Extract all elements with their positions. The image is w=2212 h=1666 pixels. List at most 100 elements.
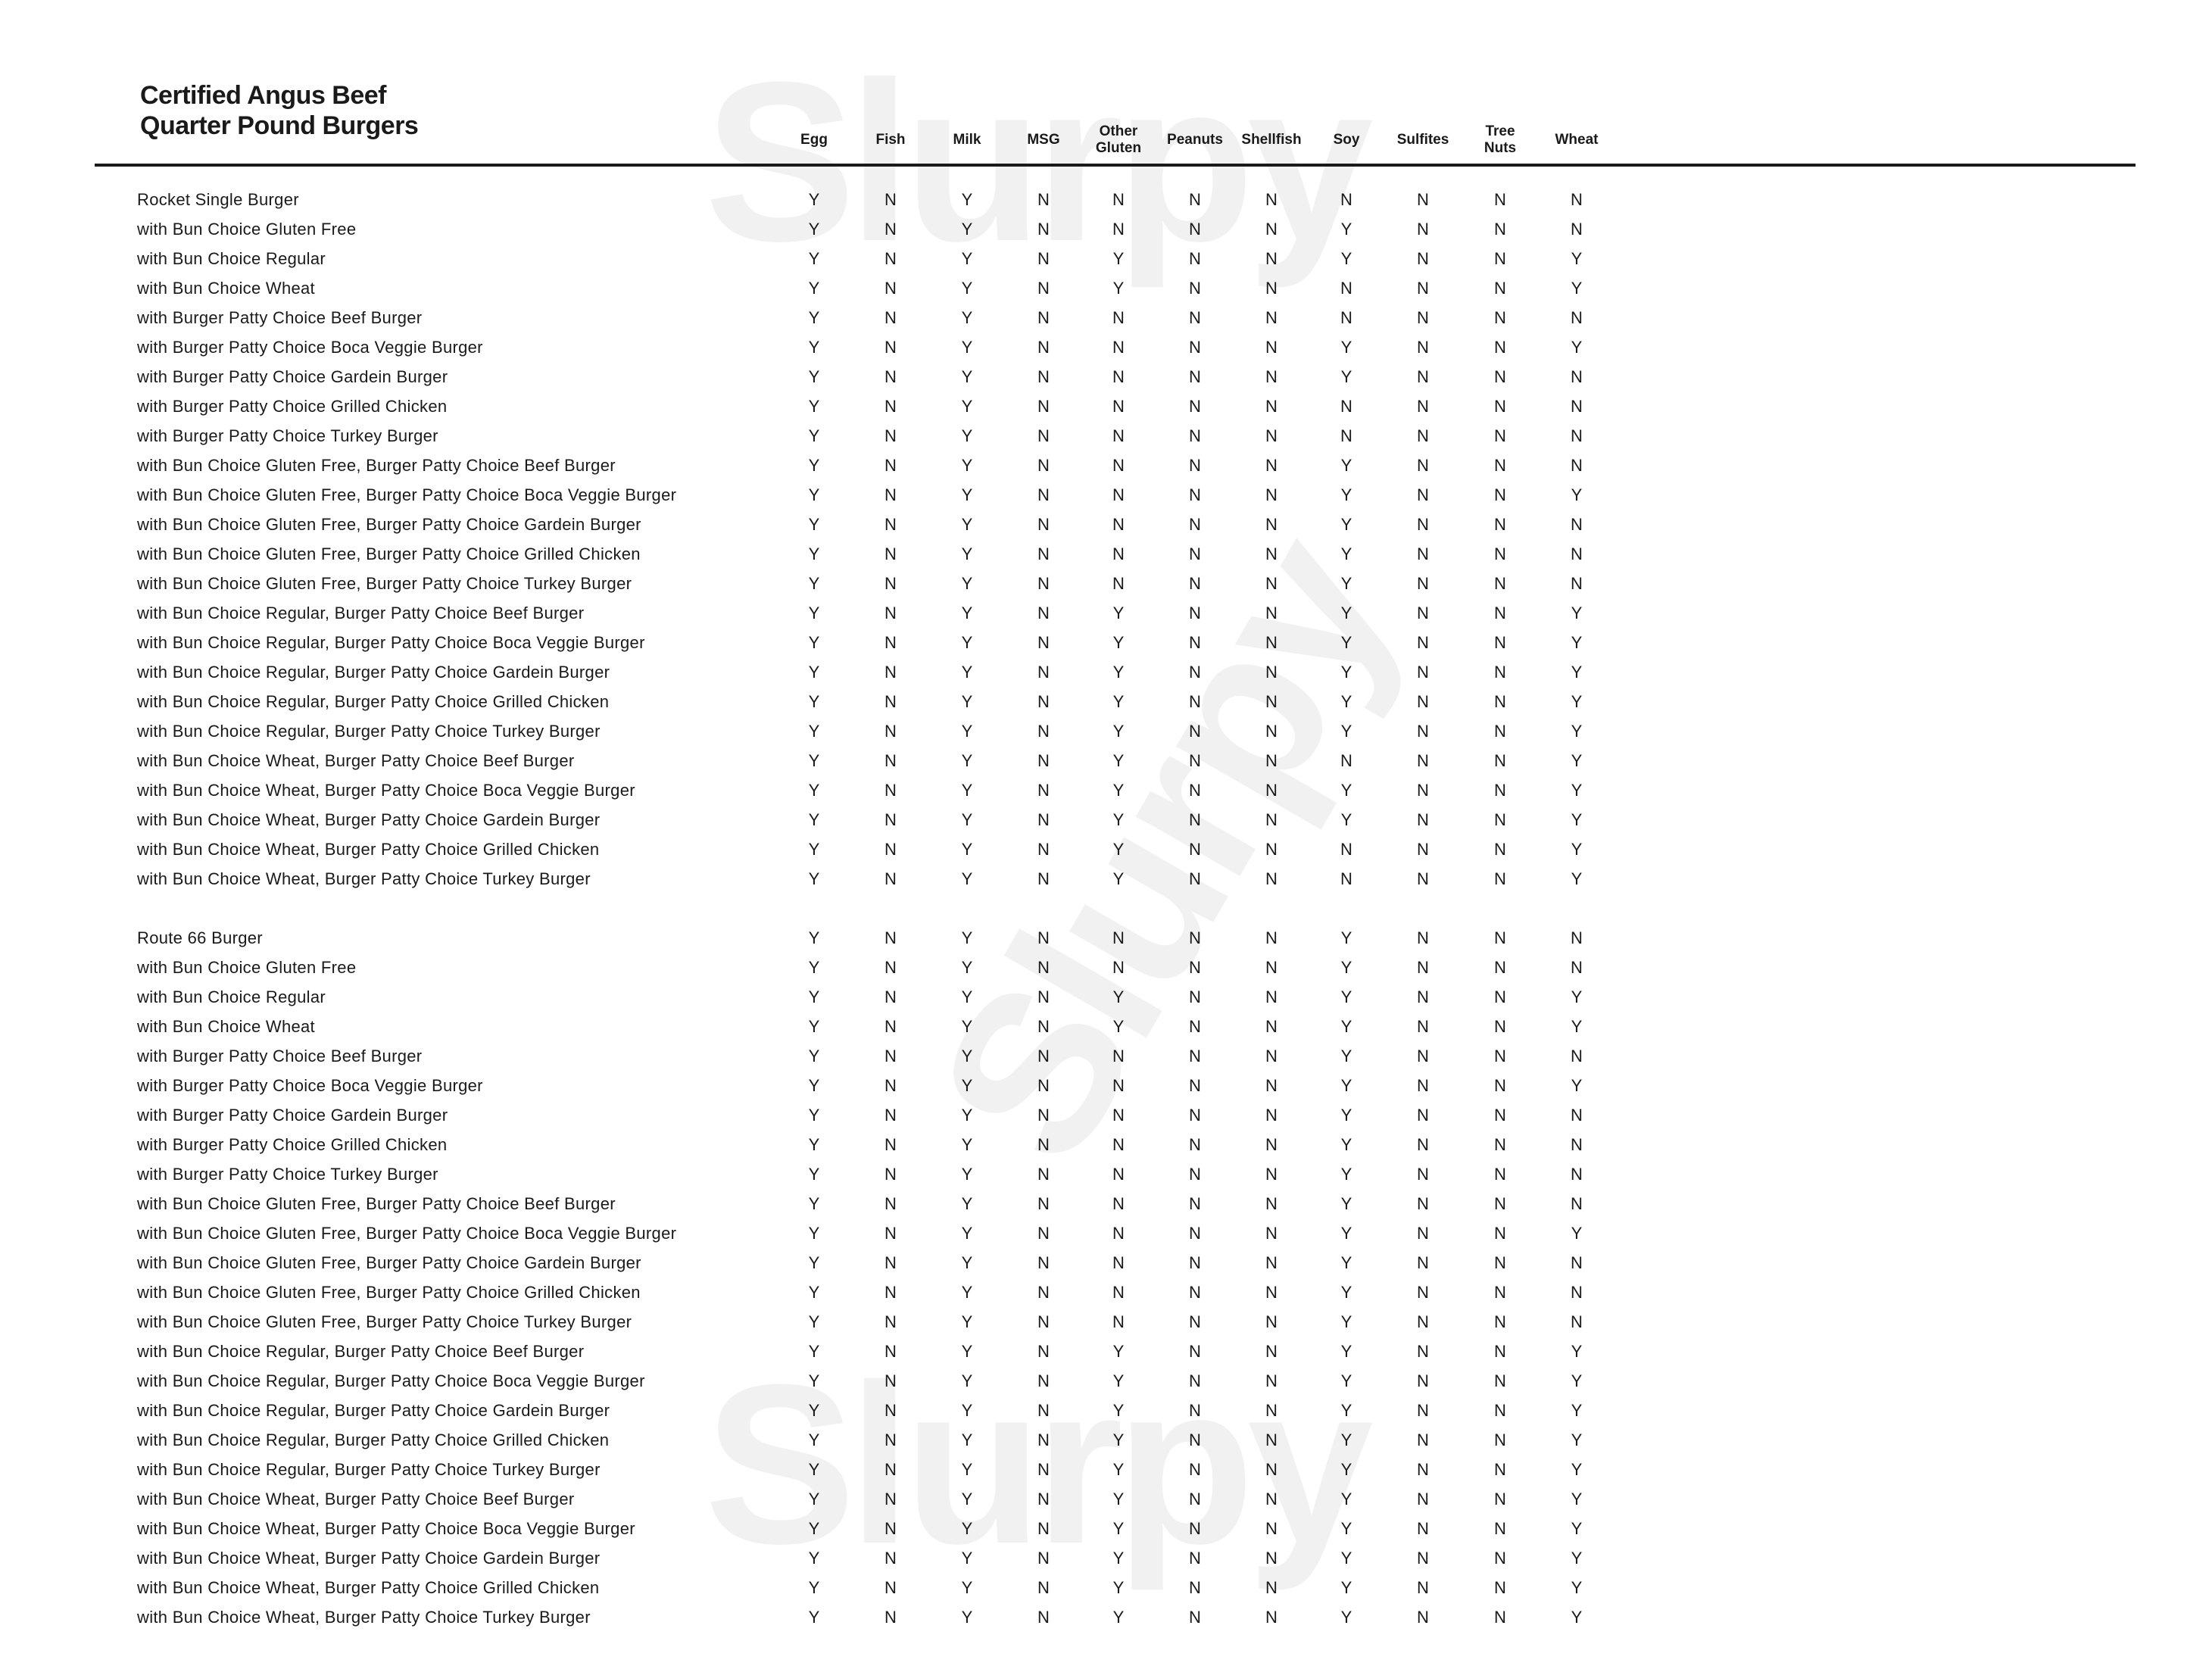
allergen-cell: N bbox=[1037, 456, 1050, 475]
allergen-cell: N bbox=[1037, 1578, 1050, 1597]
item-name: with Burger Patty Choice Turkey Burger bbox=[137, 1165, 438, 1184]
item-name: with Bun Choice Gluten Free, Burger Patt… bbox=[137, 544, 641, 563]
allergen-cell: N bbox=[1037, 1490, 1050, 1508]
allergen-cell: N bbox=[1037, 1371, 1050, 1390]
allergen-cell: N bbox=[1189, 397, 1201, 416]
item-name: with Bun Choice Gluten Free, Burger Patt… bbox=[137, 1224, 677, 1243]
allergen-cell: N bbox=[1189, 869, 1201, 888]
allergen-cell: Y bbox=[808, 1017, 820, 1036]
allergen-cell: N bbox=[1189, 1549, 1201, 1568]
table-row: with Burger Patty Choice Boca Veggie Bur… bbox=[0, 332, 2212, 362]
allergen-cell: N bbox=[1571, 190, 1583, 209]
allergen-cell: N bbox=[1189, 279, 1201, 298]
allergen-cell: Y bbox=[808, 928, 820, 947]
allergen-cell: N bbox=[1265, 987, 1278, 1006]
allergen-cell: N bbox=[1265, 869, 1278, 888]
allergen-cell: N bbox=[1112, 958, 1125, 977]
table-row: with Burger Patty Choice Boca Veggie Bur… bbox=[0, 1071, 2212, 1100]
allergen-cell: N bbox=[1417, 1224, 1429, 1243]
allergen-cell: Y bbox=[1340, 722, 1352, 741]
allergen-cell: N bbox=[1494, 1253, 1506, 1272]
page-title: Certified Angus Beef Quarter Pound Burge… bbox=[140, 80, 419, 141]
table-row: with Bun Choice Regular, Burger Patty Ch… bbox=[0, 1366, 2212, 1396]
allergen-cell: N bbox=[1417, 426, 1429, 445]
allergen-cell: Y bbox=[808, 1194, 820, 1213]
allergen-cell: N bbox=[1037, 544, 1050, 563]
allergen-cell: N bbox=[1417, 1608, 1429, 1627]
allergen-cell: Y bbox=[808, 426, 820, 445]
allergen-cell: N bbox=[1494, 1047, 1506, 1065]
allergen-cell: Y bbox=[1571, 1460, 1583, 1479]
allergen-cell: N bbox=[1037, 1194, 1050, 1213]
allergen-cell: N bbox=[884, 840, 897, 859]
allergen-cell: Y bbox=[1112, 781, 1125, 800]
allergen-cell: N bbox=[1494, 958, 1506, 977]
allergen-cell: N bbox=[1189, 1135, 1201, 1154]
allergen-cell: N bbox=[1265, 367, 1278, 386]
table-row: with Bun Choice Wheat, Burger Patty Choi… bbox=[0, 1602, 2212, 1632]
allergen-cell: N bbox=[1494, 456, 1506, 475]
allergen-cell: N bbox=[884, 1047, 897, 1065]
table-row: with Bun Choice Gluten Free, Burger Patt… bbox=[0, 1189, 2212, 1218]
table-row: with Bun Choice Gluten Free, Burger Patt… bbox=[0, 1248, 2212, 1278]
allergen-cell: Y bbox=[808, 1165, 820, 1184]
table-row: with Bun Choice Regular, Burger Patty Ch… bbox=[0, 1396, 2212, 1425]
allergen-cell: N bbox=[1265, 1047, 1278, 1065]
allergen-cell: N bbox=[1494, 722, 1506, 741]
allergen-cell: N bbox=[1037, 663, 1050, 682]
allergen-cell: N bbox=[1417, 544, 1429, 563]
allergen-cell: Y bbox=[1340, 1194, 1352, 1213]
allergen-cell: N bbox=[1037, 1283, 1050, 1302]
allergen-cell: N bbox=[1417, 1106, 1429, 1125]
allergen-cell: Y bbox=[808, 397, 820, 416]
allergen-cell: N bbox=[1417, 574, 1429, 593]
allergen-cell: Y bbox=[1571, 1549, 1583, 1568]
item-name: with Bun Choice Gluten Free, Burger Patt… bbox=[137, 1312, 632, 1331]
allergen-cell: Y bbox=[1571, 1578, 1583, 1597]
table-row: Rocket Single Burger Y N Y N N N N N N N N bbox=[0, 185, 2212, 214]
allergen-cell: Y bbox=[961, 338, 973, 357]
allergen-cell: N bbox=[1265, 1490, 1278, 1508]
allergen-cell: N bbox=[1417, 338, 1429, 357]
allergen-cell: N bbox=[884, 1608, 897, 1627]
allergen-cell: N bbox=[1037, 1342, 1050, 1361]
table-row: with Bun Choice Regular, Burger Patty Ch… bbox=[0, 657, 2212, 687]
allergen-cell: N bbox=[1494, 515, 1506, 534]
allergen-cell: N bbox=[1189, 1194, 1201, 1213]
allergen-cell: N bbox=[1417, 456, 1429, 475]
allergen-cell: N bbox=[884, 958, 897, 977]
allergen-cell: Y bbox=[1112, 751, 1125, 770]
allergen-cell: Y bbox=[961, 781, 973, 800]
allergen-cell: N bbox=[1189, 426, 1201, 445]
allergen-cell: N bbox=[1417, 1549, 1429, 1568]
allergen-cell: Y bbox=[1112, 869, 1125, 888]
table-row: with Bun Choice Wheat, Burger Patty Choi… bbox=[0, 1484, 2212, 1514]
allergen-cell: N bbox=[1417, 1430, 1429, 1449]
allergen-cell: N bbox=[1265, 663, 1278, 682]
allergen-cell: N bbox=[1494, 485, 1506, 504]
allergen-cell: Y bbox=[1571, 1224, 1583, 1243]
allergen-cell: Y bbox=[961, 1549, 973, 1568]
allergen-cell: N bbox=[1037, 781, 1050, 800]
allergen-cell: N bbox=[1265, 190, 1278, 209]
item-name: with Burger Patty Choice Gardein Burger bbox=[137, 1106, 448, 1125]
table-row: with Bun Choice Regular, Burger Patty Ch… bbox=[0, 716, 2212, 746]
allergen-cell: N bbox=[1265, 1253, 1278, 1272]
allergen-cell: N bbox=[1037, 958, 1050, 977]
allergen-cell: N bbox=[1494, 1106, 1506, 1125]
allergen-cell: N bbox=[1112, 544, 1125, 563]
allergen-cell: N bbox=[1112, 928, 1125, 947]
allergen-cell: N bbox=[1189, 663, 1201, 682]
allergen-cell: N bbox=[884, 515, 897, 534]
allergen-cell: N bbox=[1037, 1017, 1050, 1036]
allergen-cell: Y bbox=[1571, 751, 1583, 770]
allergen-cell: N bbox=[1340, 751, 1352, 770]
allergen-cell: N bbox=[884, 544, 897, 563]
item-name: with Bun Choice Gluten Free, Burger Patt… bbox=[137, 485, 677, 504]
allergen-cell: N bbox=[1189, 1312, 1201, 1331]
allergen-cell: Y bbox=[961, 1224, 973, 1243]
allergen-cell: Y bbox=[961, 958, 973, 977]
item-name: with Burger Patty Choice Turkey Burger bbox=[137, 426, 438, 445]
allergen-cell: N bbox=[1417, 692, 1429, 711]
column-header: Soy bbox=[1333, 132, 1360, 148]
